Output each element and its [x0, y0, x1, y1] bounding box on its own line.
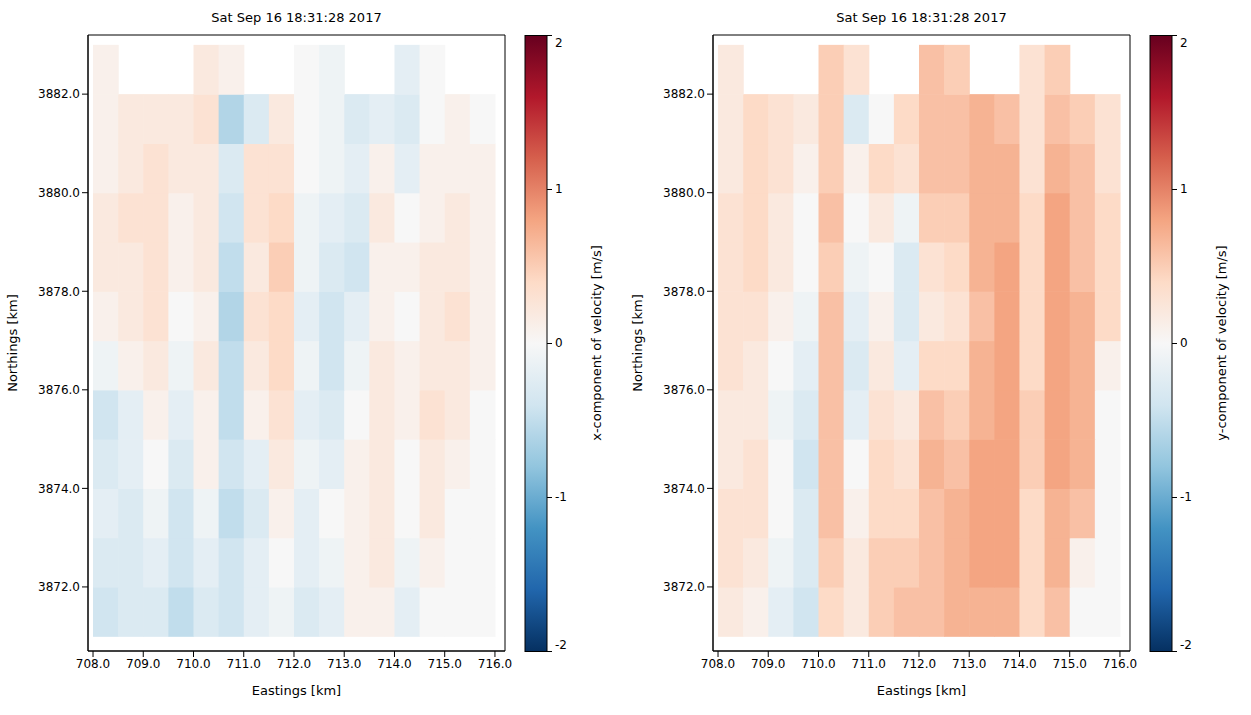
svg-text:0: 0 — [555, 336, 563, 350]
svg-text:3874.0: 3874.0 — [38, 482, 80, 496]
svg-text:708.0: 708.0 — [76, 657, 110, 671]
svg-text:709.0: 709.0 — [751, 657, 785, 671]
svg-text:2: 2 — [1180, 36, 1188, 50]
svg-text:3878.0: 3878.0 — [38, 285, 80, 299]
svg-text:-2: -2 — [1180, 638, 1192, 652]
svg-text:0: 0 — [1180, 336, 1188, 350]
svg-text:716.0: 716.0 — [1103, 657, 1137, 671]
svg-text:3880.0: 3880.0 — [663, 186, 705, 200]
svg-text:Northings [km]: Northings [km] — [5, 294, 20, 392]
svg-text:715.0: 715.0 — [428, 657, 462, 671]
svg-text:710.0: 710.0 — [176, 657, 210, 671]
svg-text:715.0: 715.0 — [1053, 657, 1087, 671]
svg-text:713.0: 713.0 — [952, 657, 986, 671]
svg-text:1: 1 — [555, 182, 563, 196]
svg-text:3878.0: 3878.0 — [663, 285, 705, 299]
svg-text:714.0: 714.0 — [1002, 657, 1036, 671]
svg-text:708.0: 708.0 — [701, 657, 735, 671]
svg-text:711.0: 711.0 — [227, 657, 261, 671]
svg-text:3880.0: 3880.0 — [38, 186, 80, 200]
svg-text:3876.0: 3876.0 — [38, 383, 80, 397]
svg-text:-2: -2 — [555, 638, 567, 652]
svg-text:712.0: 712.0 — [277, 657, 311, 671]
svg-text:710.0: 710.0 — [801, 657, 835, 671]
svg-text:Eastings [km]: Eastings [km] — [252, 683, 341, 698]
svg-text:712.0: 712.0 — [902, 657, 936, 671]
svg-text:x-component of velocity [m/s]: x-component of velocity [m/s] — [589, 245, 604, 441]
svg-text:1: 1 — [1180, 182, 1188, 196]
svg-text:3876.0: 3876.0 — [663, 383, 705, 397]
svg-text:714.0: 714.0 — [377, 657, 411, 671]
html-text:Sat Sep 16 18:31:28 2017: Sat Sep 16 18:31:28 2017 — [836, 10, 1007, 25]
svg-text:2: 2 — [555, 36, 563, 50]
svg-text:711.0: 711.0 — [852, 657, 886, 671]
svg-text:716.0: 716.0 — [478, 657, 512, 671]
svg-text:3882.0: 3882.0 — [38, 87, 80, 101]
html-text:Sat Sep 16 18:31:28 2017: Sat Sep 16 18:31:28 2017 — [211, 10, 382, 25]
svg-text:3872.0: 3872.0 — [38, 580, 80, 594]
svg-text:Northings [km]: Northings [km] — [630, 294, 645, 392]
svg-text:3874.0: 3874.0 — [663, 482, 705, 496]
svg-text:-1: -1 — [1180, 490, 1192, 504]
svg-text:y-component of velocity [m/s]: y-component of velocity [m/s] — [1214, 245, 1229, 440]
svg-text:713.0: 713.0 — [327, 657, 361, 671]
svg-text:709.0: 709.0 — [126, 657, 160, 671]
svg-text:Eastings [km]: Eastings [km] — [877, 683, 966, 698]
svg-text:-1: -1 — [555, 490, 567, 504]
svg-text:3872.0: 3872.0 — [663, 580, 705, 594]
svg-text:3882.0: 3882.0 — [663, 87, 705, 101]
